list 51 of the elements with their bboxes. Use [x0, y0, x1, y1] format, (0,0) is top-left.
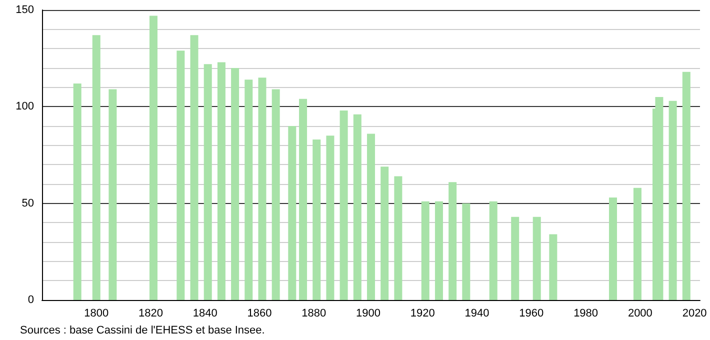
y-tick-label: 150: [16, 4, 34, 16]
bar: [217, 62, 226, 300]
bar: [655, 97, 664, 300]
bar: [380, 166, 389, 300]
bar: [204, 64, 212, 300]
bar: [511, 216, 520, 300]
bar: [244, 80, 253, 300]
bar: [549, 234, 558, 300]
bar: [108, 89, 117, 300]
x-tick-label: 1940: [464, 308, 490, 320]
bar: [92, 35, 100, 300]
x-tick-label: 1800: [84, 308, 109, 320]
x-tick-label: 1900: [356, 308, 381, 320]
bar: [272, 89, 280, 300]
x-tick-label: 1860: [247, 308, 272, 320]
bar: [340, 110, 348, 300]
bar: [489, 201, 498, 300]
bar: [353, 114, 362, 300]
bar: [532, 216, 541, 300]
bar: [668, 100, 677, 300]
x-tick-label: 1920: [410, 308, 435, 320]
bar: [682, 72, 690, 300]
bar: [633, 188, 642, 300]
bar: [394, 176, 402, 300]
bar: [299, 98, 308, 300]
bar: [149, 16, 158, 300]
bar: [421, 201, 430, 300]
source-note: Sources : base Cassini de l'EHESS et base Insee.: [20, 324, 265, 336]
x-tick-label: 1960: [519, 308, 544, 320]
bar: [176, 50, 185, 300]
bar: [326, 136, 334, 300]
bar: [434, 201, 443, 300]
x-tick-label: 1980: [574, 308, 598, 320]
x-tick-label: 1820: [138, 308, 163, 320]
bar: [190, 35, 198, 300]
x-tick-label: 1840: [192, 308, 218, 320]
bar: [448, 182, 457, 300]
bar: [462, 203, 470, 300]
bar: [312, 140, 321, 300]
bar: [73, 83, 82, 300]
y-tick-label: 50: [22, 197, 34, 210]
bar: [367, 134, 375, 300]
y-tick-label: 100: [16, 100, 34, 113]
x-tick-label: 2020: [682, 308, 707, 320]
y-tick-label: 0: [28, 294, 34, 306]
bar: [608, 198, 617, 300]
x-tick-label: 2000: [628, 308, 652, 320]
bar: [288, 126, 296, 300]
x-tick-label: 1880: [302, 308, 326, 320]
bar: [258, 78, 266, 300]
bar: [231, 68, 240, 300]
